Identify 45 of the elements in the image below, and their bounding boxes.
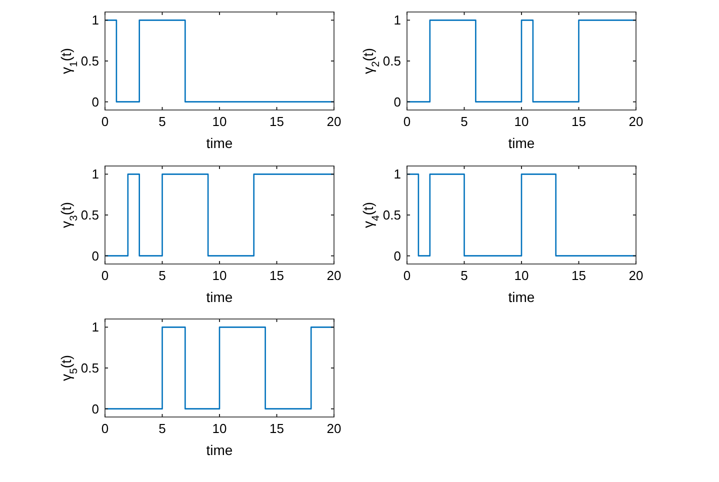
x-axis-title: time	[206, 289, 233, 305]
x-tick-label: 20	[628, 114, 644, 129]
x-tick-label: 15	[572, 268, 586, 283]
x-axis-title: time	[206, 135, 233, 151]
x-tick-label: 15	[270, 268, 284, 283]
x-tick-label: 0	[403, 268, 411, 283]
x-tick-label: 5	[158, 421, 166, 436]
x-tick-label: 5	[460, 114, 468, 129]
x-tick-label: 5	[158, 114, 166, 129]
x-tick-label: 20	[628, 268, 644, 283]
y-tick-label: 0	[92, 248, 99, 264]
x-tick-label: 15	[270, 421, 284, 436]
x-tick-label: 10	[212, 114, 227, 129]
x-tick-label: 10	[514, 114, 529, 129]
x-tick-label: 5	[460, 268, 468, 283]
x-tick-label: 10	[212, 421, 227, 436]
y-tick-label: 1	[92, 320, 99, 335]
x-tick-label: 10	[514, 268, 529, 283]
x-tick-label: 15	[572, 114, 586, 129]
y-tick-label: 0	[92, 94, 99, 110]
y-tick-label: 0	[92, 401, 99, 416]
y-tick-label: 1	[394, 166, 401, 182]
x-tick-label: 20	[326, 114, 342, 129]
y-tick-label: 0.5	[80, 360, 99, 376]
y-tick-label: 0	[394, 94, 401, 110]
x-tick-label: 0	[403, 114, 411, 129]
y-tick-label: 0.5	[80, 54, 99, 68]
x-tick-label: 0	[101, 114, 109, 129]
y-tick-label: 1	[92, 12, 99, 28]
x-tick-label: 10	[212, 268, 227, 283]
x-axis-title: time	[206, 442, 233, 458]
x-tick-label: 15	[270, 114, 284, 129]
y-tick-label: 1	[394, 12, 401, 28]
x-axis-title: time	[508, 289, 535, 305]
x-tick-label: 0	[101, 421, 109, 436]
x-axis-title: time	[508, 135, 535, 151]
x-tick-label: 20	[326, 421, 342, 436]
x-tick-label: 5	[158, 268, 166, 283]
y-tick-label: 0.5	[80, 208, 99, 222]
y-tick-label: 0.5	[382, 54, 401, 68]
y-tick-label: 0	[394, 248, 401, 264]
x-tick-label: 20	[326, 268, 342, 283]
x-tick-label: 0	[101, 268, 109, 283]
y-tick-label: 1	[92, 166, 99, 182]
y-tick-label: 0.5	[382, 208, 401, 222]
